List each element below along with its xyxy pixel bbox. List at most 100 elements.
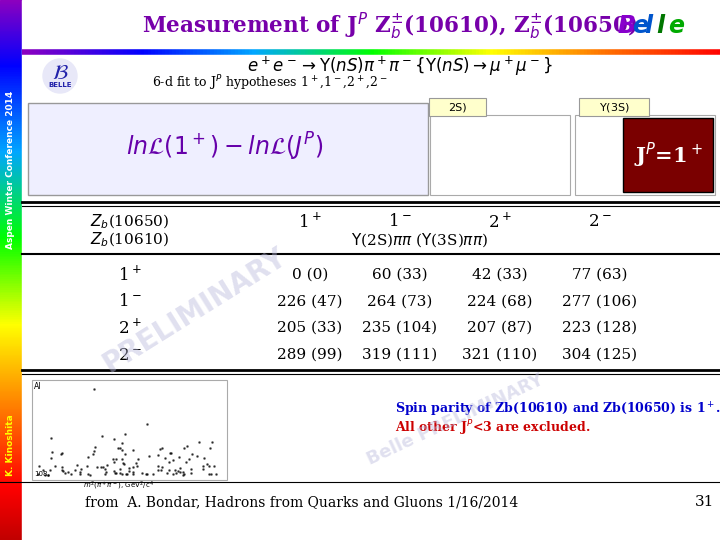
Bar bbox=[0, 250, 22, 252]
Bar bbox=[0, 454, 22, 455]
Bar bbox=[0, 457, 22, 459]
Bar bbox=[0, 216, 22, 218]
Bar bbox=[0, 347, 22, 349]
Point bbox=[109, 467, 120, 475]
Point bbox=[127, 463, 139, 471]
Text: l: l bbox=[656, 14, 664, 38]
Bar bbox=[0, 452, 22, 454]
Bar bbox=[0, 455, 22, 457]
Bar bbox=[0, 220, 22, 221]
Bar bbox=[0, 221, 22, 223]
Bar bbox=[0, 173, 22, 174]
Bar bbox=[0, 459, 22, 461]
Bar bbox=[0, 140, 22, 142]
Bar bbox=[0, 7, 22, 9]
Bar bbox=[0, 70, 22, 72]
Point bbox=[117, 455, 128, 463]
Bar bbox=[0, 518, 22, 520]
Bar bbox=[0, 522, 22, 524]
Bar bbox=[0, 25, 22, 27]
Bar bbox=[0, 239, 22, 241]
Text: 224 (68): 224 (68) bbox=[467, 295, 533, 309]
Point bbox=[57, 467, 68, 475]
Bar bbox=[0, 274, 22, 275]
Point bbox=[177, 470, 189, 479]
Bar bbox=[0, 474, 22, 475]
Bar bbox=[0, 282, 22, 285]
Point bbox=[95, 463, 107, 471]
Bar bbox=[0, 23, 22, 25]
Bar bbox=[0, 351, 22, 353]
Bar bbox=[0, 232, 22, 234]
Point bbox=[119, 429, 130, 438]
Bar bbox=[0, 423, 22, 425]
Bar bbox=[0, 339, 22, 340]
Bar bbox=[0, 4, 22, 5]
Bar bbox=[0, 434, 22, 436]
Bar bbox=[0, 101, 22, 103]
Bar bbox=[0, 153, 22, 155]
Point bbox=[75, 465, 86, 474]
Point bbox=[143, 452, 154, 461]
Bar bbox=[0, 336, 22, 339]
Bar bbox=[0, 231, 22, 232]
Bar bbox=[0, 504, 22, 506]
Text: 2S): 2S) bbox=[448, 102, 467, 112]
Bar bbox=[0, 290, 22, 292]
Bar bbox=[0, 65, 22, 66]
Bar bbox=[0, 511, 22, 513]
Bar bbox=[0, 437, 22, 439]
Bar bbox=[0, 263, 22, 265]
Point bbox=[137, 469, 148, 477]
Bar bbox=[0, 131, 22, 133]
Bar bbox=[0, 329, 22, 331]
Bar bbox=[0, 447, 22, 448]
Bar bbox=[0, 32, 22, 34]
Bar bbox=[0, 468, 22, 470]
Bar bbox=[0, 529, 22, 531]
Bar bbox=[0, 486, 22, 488]
Bar bbox=[0, 167, 22, 169]
Point bbox=[89, 443, 101, 452]
Point bbox=[108, 435, 120, 444]
Bar bbox=[0, 355, 22, 356]
Point bbox=[198, 454, 210, 463]
Bar bbox=[0, 448, 22, 450]
Bar bbox=[0, 139, 22, 140]
Bar bbox=[0, 488, 22, 490]
Bar bbox=[0, 378, 22, 380]
Bar bbox=[0, 178, 22, 180]
Bar bbox=[0, 265, 22, 266]
Point bbox=[49, 462, 60, 471]
Point bbox=[55, 449, 67, 458]
Bar bbox=[0, 416, 22, 417]
Bar bbox=[0, 517, 22, 518]
Bar bbox=[0, 234, 22, 236]
Text: 289 (99): 289 (99) bbox=[277, 348, 343, 362]
Bar bbox=[0, 209, 22, 211]
Point bbox=[165, 449, 176, 457]
Bar bbox=[0, 312, 22, 313]
Bar bbox=[0, 382, 22, 383]
Text: $\Upsilon$(2S)$\pi\pi$ ($\Upsilon$(3S)$\pi\pi$): $\Upsilon$(2S)$\pi\pi$ ($\Upsilon$(3S)$\… bbox=[351, 231, 489, 249]
Point bbox=[168, 466, 180, 475]
Bar bbox=[0, 324, 22, 326]
Bar bbox=[0, 18, 22, 20]
Bar bbox=[0, 261, 22, 263]
Bar bbox=[0, 272, 22, 274]
Bar bbox=[0, 255, 22, 258]
Bar bbox=[0, 309, 22, 312]
Point bbox=[172, 467, 184, 475]
Bar bbox=[0, 194, 22, 196]
Point bbox=[89, 385, 100, 394]
Bar bbox=[0, 66, 22, 69]
Bar bbox=[0, 344, 22, 346]
Bar bbox=[0, 322, 22, 324]
Bar bbox=[0, 158, 22, 160]
Bar bbox=[0, 45, 22, 47]
Bar bbox=[0, 59, 22, 61]
Bar bbox=[0, 151, 22, 153]
Bar bbox=[0, 243, 22, 245]
Bar bbox=[0, 207, 22, 209]
Bar bbox=[0, 180, 22, 182]
